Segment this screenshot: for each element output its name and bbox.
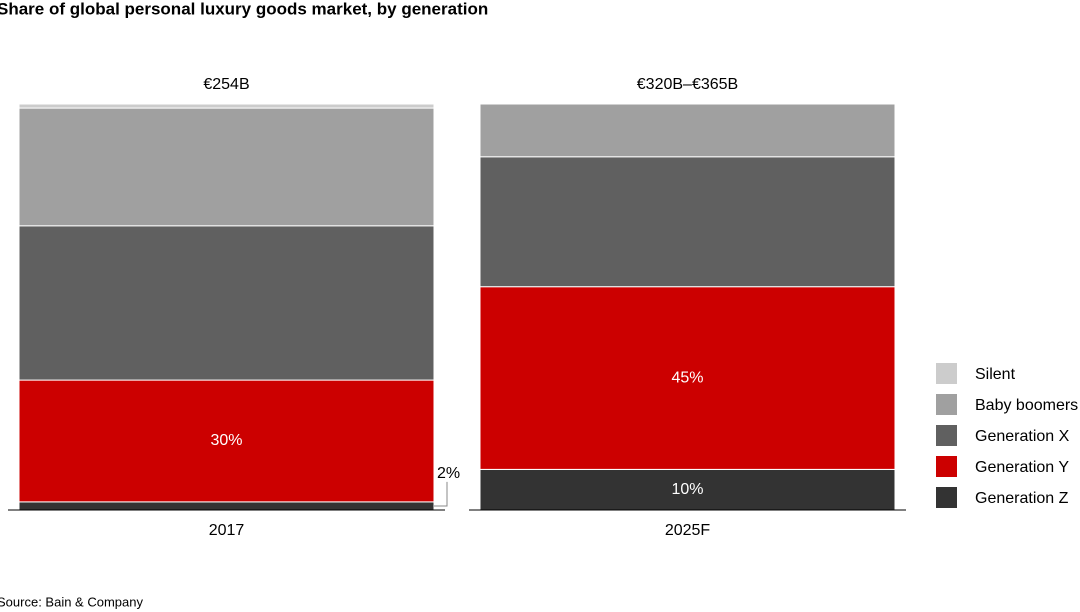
legend-label: Generation Y [975, 459, 1069, 476]
value-label: 30% [210, 432, 242, 449]
legend-swatch [936, 456, 957, 477]
x-tick-label: 2025F [665, 522, 711, 539]
legend-label: Generation X [975, 428, 1070, 445]
total-label: €254B [203, 76, 249, 93]
legend-swatch [936, 394, 957, 415]
legend-label: Baby boomers [975, 397, 1078, 414]
value-label: 45% [671, 369, 703, 386]
bar-segment [18, 103, 435, 109]
leader-line [434, 481, 448, 507]
bar-segment [18, 379, 435, 503]
bar-segment [479, 156, 896, 288]
total-label: €320B–€365B [637, 76, 738, 93]
bar-segment [18, 501, 435, 511]
legend-swatch [936, 425, 957, 446]
legend-swatch [936, 363, 957, 384]
bar-segment [18, 225, 435, 381]
value-label: 10% [671, 481, 703, 498]
value-label: 2% [437, 465, 460, 482]
bar-segment [479, 103, 896, 158]
chart-title: Share of global personal luxury goods ma… [0, 0, 488, 18]
bar-segment [18, 107, 435, 227]
legend-label: Silent [975, 366, 1016, 383]
legend-label: Generation Z [975, 490, 1069, 507]
bar-segment [479, 286, 896, 470]
x-tick-label: 2017 [209, 522, 245, 539]
source: Source: Bain & Company [0, 594, 143, 609]
legend-swatch [936, 487, 957, 508]
bar-segment [479, 468, 896, 511]
